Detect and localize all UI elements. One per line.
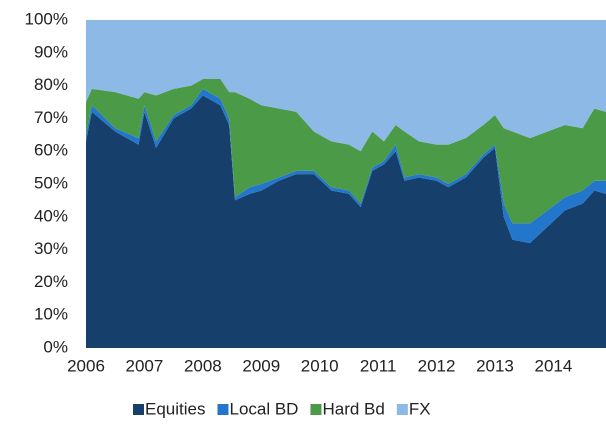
legend-swatch: [310, 404, 322, 415]
y-tick-label: 90%: [34, 42, 68, 61]
legend-swatch: [133, 404, 144, 415]
x-tick-label: 2014: [535, 356, 573, 375]
y-tick-label: 50%: [34, 173, 68, 192]
y-tick-label: 70%: [34, 108, 68, 127]
y-tick-label: 20%: [34, 272, 68, 291]
x-tick-label: 2007: [126, 356, 164, 375]
legend-label: Equities: [145, 399, 205, 418]
y-tick-label: 40%: [34, 206, 68, 225]
y-tick-label: 0%: [43, 337, 68, 356]
y-tick-label: 100%: [25, 9, 68, 28]
legend-label: Local BD: [229, 399, 298, 418]
legend-swatch: [396, 404, 408, 415]
x-tick-label: 2006: [67, 356, 105, 375]
y-tick-label: 60%: [34, 141, 68, 160]
y-tick-label: 30%: [34, 239, 68, 258]
x-tick-label: 2012: [418, 356, 456, 375]
area: [86, 20, 606, 152]
legend-label: Hard Bd: [322, 399, 384, 418]
area: [86, 95, 606, 348]
x-tick-label: 2011: [360, 356, 397, 375]
area: [86, 79, 606, 224]
x-tick-label: 2013: [476, 356, 514, 375]
y-tick-label: 80%: [34, 75, 68, 94]
x-tick-label: 2008: [184, 356, 222, 375]
legend-label: FX: [409, 399, 431, 418]
legend-swatch: [217, 404, 229, 415]
x-tick-label: 2010: [301, 356, 339, 375]
y-tick-label: 10%: [34, 305, 68, 324]
x-tick-label: 2009: [242, 356, 280, 375]
